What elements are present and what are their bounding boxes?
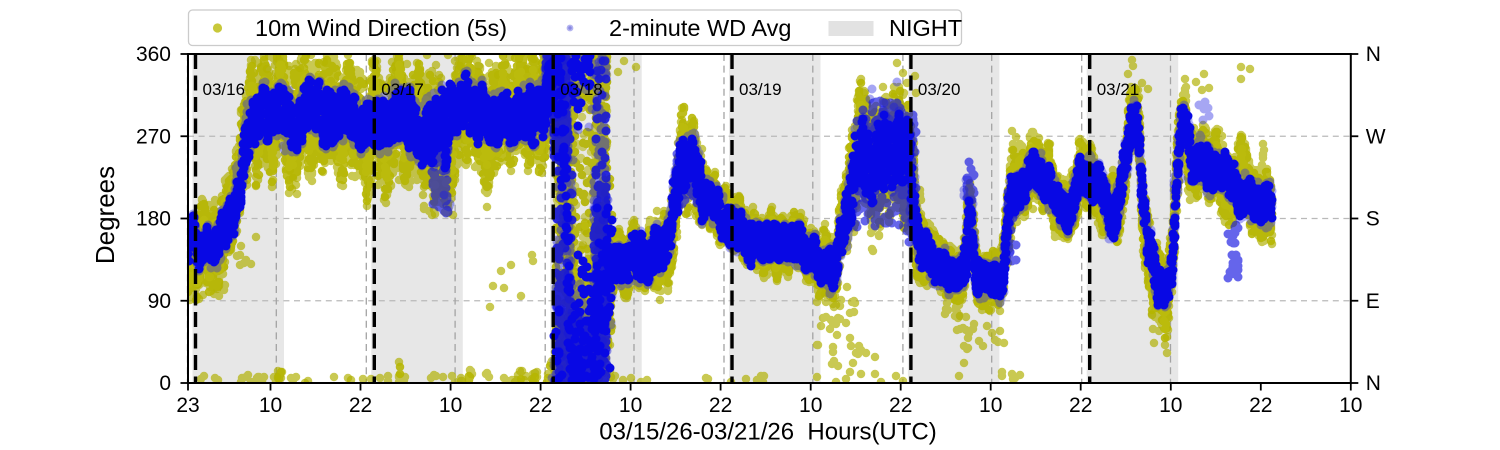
svg-text:10: 10: [1339, 394, 1362, 417]
svg-text:NIGHT: NIGHT: [889, 15, 962, 41]
svg-text:10: 10: [1159, 394, 1182, 417]
svg-text:Degrees: Degrees: [90, 166, 120, 264]
svg-text:22: 22: [709, 394, 732, 417]
svg-text:90: 90: [148, 290, 171, 313]
svg-text:03/20: 03/20: [918, 80, 961, 99]
svg-text:10: 10: [979, 394, 1002, 417]
svg-text:N: N: [1366, 372, 1381, 395]
svg-text:180: 180: [136, 208, 171, 231]
svg-text:10: 10: [619, 394, 642, 417]
svg-text:2-minute WD Avg: 2-minute WD Avg: [609, 15, 791, 41]
svg-text:22: 22: [1249, 394, 1272, 417]
svg-text:03/21: 03/21: [1097, 80, 1140, 99]
svg-text:10: 10: [259, 394, 282, 417]
svg-text:10m Wind Direction (5s): 10m Wind Direction (5s): [255, 15, 507, 41]
svg-text:22: 22: [349, 394, 372, 417]
svg-text:W: W: [1366, 125, 1386, 148]
svg-text:270: 270: [136, 125, 171, 148]
svg-text:N: N: [1366, 43, 1381, 66]
svg-text:03/19: 03/19: [739, 80, 782, 99]
svg-text:360: 360: [136, 43, 171, 66]
svg-text:03/16: 03/16: [203, 80, 246, 99]
svg-text:10: 10: [439, 394, 462, 417]
svg-text:22: 22: [1069, 394, 1092, 417]
svg-text:10: 10: [799, 394, 822, 417]
svg-text:03/18: 03/18: [560, 80, 603, 99]
svg-text:03/17: 03/17: [381, 80, 424, 99]
svg-text:22: 22: [889, 394, 912, 417]
svg-text:S: S: [1366, 208, 1380, 231]
svg-text:0: 0: [159, 372, 171, 395]
svg-text:03/15/26-03/21/26 Hours(UTC): 03/15/26-03/21/26 Hours(UTC): [599, 419, 937, 446]
svg-text:23: 23: [176, 394, 199, 417]
svg-text:E: E: [1366, 290, 1380, 313]
svg-text:22: 22: [529, 394, 552, 417]
